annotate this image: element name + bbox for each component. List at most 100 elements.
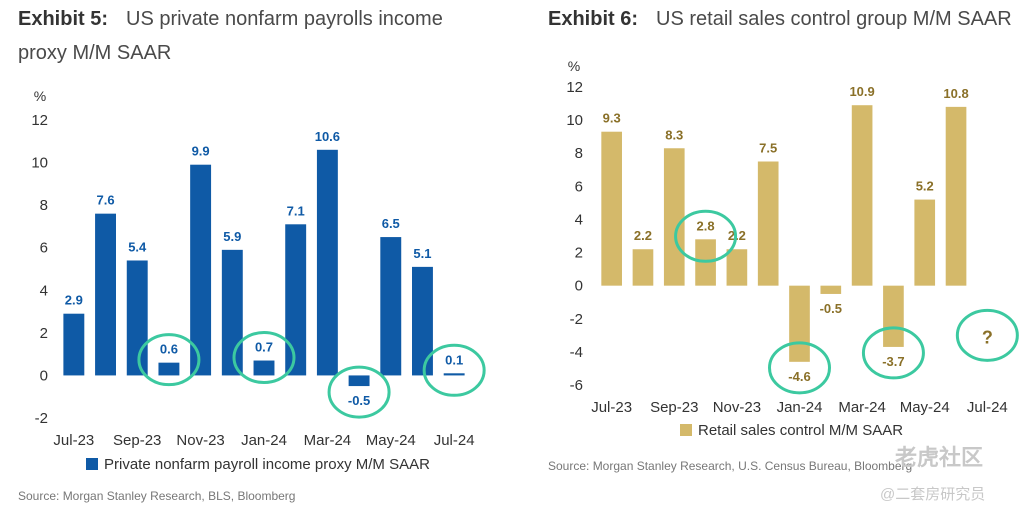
y-tick-label: 10 xyxy=(31,155,48,172)
exhibit-label: Exhibit 5: xyxy=(18,8,109,30)
data-label: 0.1 xyxy=(445,352,463,367)
data-label: 2.9 xyxy=(65,293,83,308)
x-tick-label: Jul-23 xyxy=(53,432,94,449)
y-tick-label: 12 xyxy=(566,79,583,96)
highlight-circle xyxy=(422,343,486,397)
bar xyxy=(820,285,842,294)
data-label: 7.6 xyxy=(96,193,114,208)
y-tick-label: -2 xyxy=(570,311,583,328)
bar xyxy=(63,313,85,376)
bar xyxy=(285,224,307,376)
y-tick-label: 10 xyxy=(566,112,583,129)
y-tick-label: -4 xyxy=(570,344,583,361)
chart-title-line1: Exhibit 6: US retail sales control group … xyxy=(548,8,1012,31)
data-label: 0.7 xyxy=(255,340,273,355)
x-tick-label: Jan-24 xyxy=(777,399,823,416)
data-label: 7.1 xyxy=(287,203,305,218)
highlight-circle xyxy=(232,331,296,385)
y-tick-label: 4 xyxy=(575,211,583,228)
bar xyxy=(158,362,180,376)
bar xyxy=(380,237,402,376)
bar xyxy=(851,105,873,286)
data-label: 5.4 xyxy=(128,239,147,254)
data-label: 10.6 xyxy=(315,129,340,144)
highlight-circle xyxy=(327,365,391,419)
y-tick-label: -2 xyxy=(35,410,48,427)
y-tick-label: 8 xyxy=(40,197,48,214)
y-tick-label: 8 xyxy=(575,145,583,162)
x-tick-label: Jul-24 xyxy=(434,432,475,449)
data-label: 0.6 xyxy=(160,342,178,357)
data-label: 5.9 xyxy=(223,229,241,244)
data-label: ? xyxy=(982,327,993,347)
x-tick-label: Sep-23 xyxy=(650,399,698,416)
bar xyxy=(190,164,212,376)
bar xyxy=(726,249,748,286)
y-tick-label: 12 xyxy=(31,112,48,129)
data-label: -4.6 xyxy=(788,369,810,384)
y-tick-label: 2 xyxy=(40,325,48,342)
bar xyxy=(663,148,685,286)
data-label: 10.8 xyxy=(943,86,968,101)
source-note: Source: Morgan Stanley Research, BLS, Bl… xyxy=(18,489,296,503)
y-tick-label: 4 xyxy=(40,282,48,299)
highlight-circle xyxy=(955,308,1019,362)
x-tick-label: Mar-24 xyxy=(304,432,352,449)
bar xyxy=(221,249,243,376)
y-tick-label: 6 xyxy=(575,178,583,195)
source-note: Source: Morgan Stanley Research, U.S. Ce… xyxy=(548,459,913,473)
bar xyxy=(348,375,370,387)
highlight-circle xyxy=(137,333,201,387)
legend-label: Retail sales control M/M SAAR xyxy=(698,422,903,439)
x-tick-label: Jul-24 xyxy=(967,399,1008,416)
legend-swatch xyxy=(86,458,98,470)
x-tick-label: Nov-23 xyxy=(713,399,761,416)
data-label: 2.8 xyxy=(697,218,715,233)
bar xyxy=(601,131,622,286)
legend-swatch xyxy=(680,424,692,436)
data-label: 9.9 xyxy=(192,144,210,159)
data-label: -0.5 xyxy=(348,393,370,408)
chart-panel-right: Exhibit 6: US retail sales control group … xyxy=(530,0,1035,515)
y-tick-label: 0 xyxy=(40,367,48,384)
bar xyxy=(914,199,936,286)
data-label: -0.5 xyxy=(820,301,842,316)
bar xyxy=(126,260,148,376)
chart-title-line1: Exhibit 5: US private nonfarm payrolls in… xyxy=(18,8,443,31)
bar xyxy=(316,149,338,376)
chart-panel-left: Exhibit 5: US private nonfarm payrolls in… xyxy=(18,8,486,503)
bar xyxy=(253,360,275,376)
title-text: US retail sales control group M/M SAAR xyxy=(656,8,1012,30)
data-label: 2.2 xyxy=(634,228,652,243)
x-tick-label: Nov-23 xyxy=(176,432,224,449)
y-tick-label: 2 xyxy=(575,245,583,262)
y-tick-label: 6 xyxy=(40,240,48,257)
x-tick-label: May-24 xyxy=(900,399,950,416)
data-label: 6.5 xyxy=(382,216,400,231)
bar-chart-retail-sales: %-6-4-20246810129.32.28.32.82.27.5-4.6-0… xyxy=(566,58,1019,439)
bar xyxy=(412,266,433,376)
data-label: 8.3 xyxy=(665,127,683,142)
data-label: 7.5 xyxy=(759,141,777,156)
y-tick-label: -6 xyxy=(570,377,583,394)
highlight-circle xyxy=(674,209,738,263)
highlight-circle xyxy=(861,326,925,380)
x-tick-label: May-24 xyxy=(366,432,416,449)
bar xyxy=(443,373,465,376)
bar-chart-payrolls: % -2 0 2 4 6 8 10 12 2.9 7.6 5.4 0.6 9.9 5.9 0.7 7.1 10.6… xyxy=(31,88,486,473)
exhibit-label: Exhibit 6: xyxy=(548,8,639,30)
x-tick-label: Jan-24 xyxy=(241,432,287,449)
y-tick-label: 0 xyxy=(575,278,583,295)
data-label: 9.3 xyxy=(603,111,621,126)
data-label: 10.9 xyxy=(849,84,874,99)
data-label: 5.1 xyxy=(413,246,431,261)
bar xyxy=(95,213,116,376)
title-text: US private nonfarm payrolls income xyxy=(126,8,443,30)
watermark-handle: @二套房研究员 xyxy=(880,486,986,503)
y-axis-unit: % xyxy=(568,58,580,74)
bar xyxy=(945,106,967,286)
legend-label: Private nonfarm payroll income proxy M/M… xyxy=(104,456,430,473)
bar xyxy=(632,249,654,286)
bar xyxy=(883,285,904,347)
bar xyxy=(757,161,779,286)
